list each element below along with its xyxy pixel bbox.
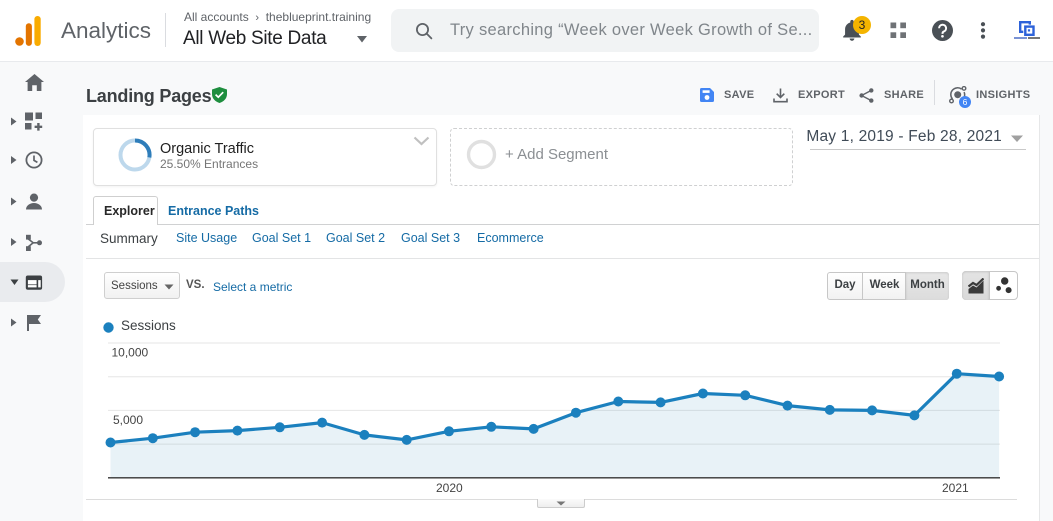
svg-text:5,000: 5,000	[113, 413, 143, 427]
svg-text:2021: 2021	[942, 481, 969, 495]
svg-text:10,000: 10,000	[112, 346, 149, 360]
svg-text:2020: 2020	[436, 481, 463, 495]
